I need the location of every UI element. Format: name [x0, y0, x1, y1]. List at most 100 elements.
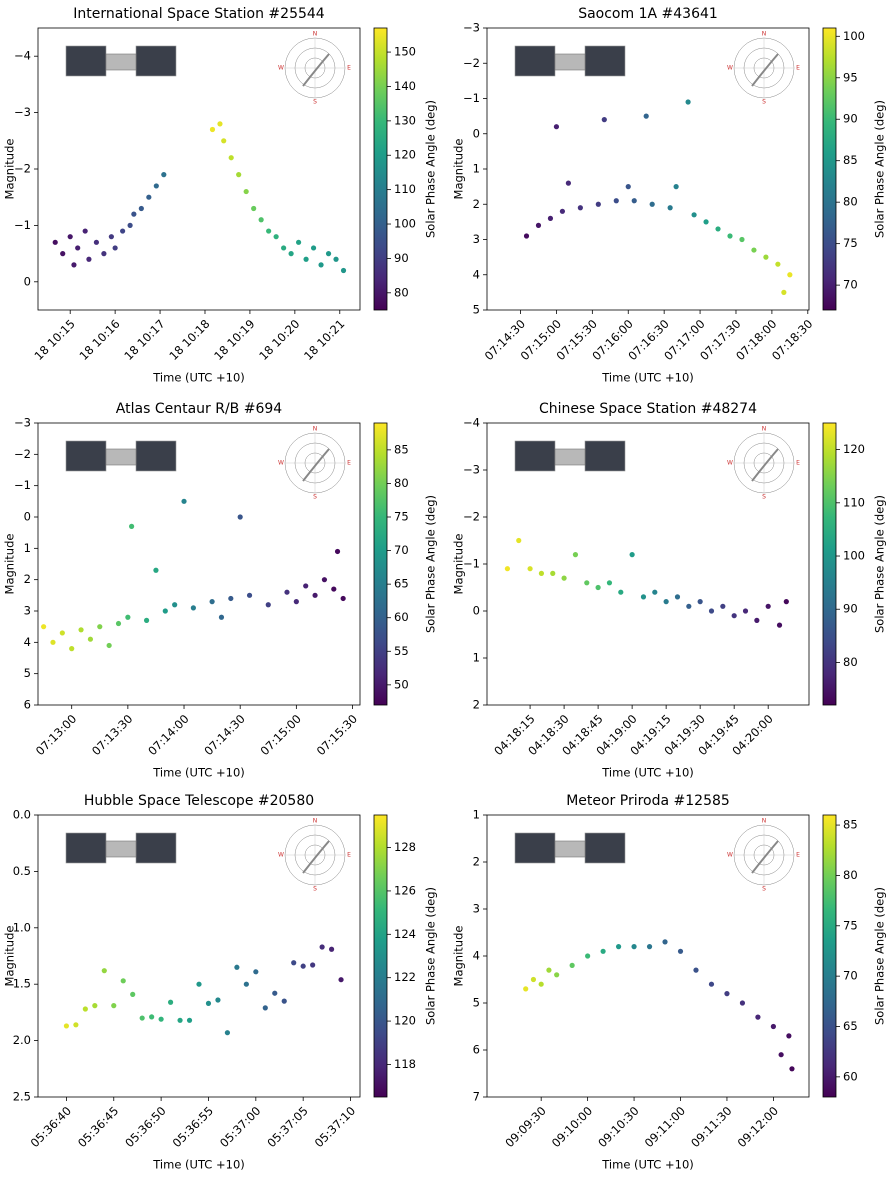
y-tick-label: 1	[24, 541, 31, 555]
data-point	[615, 944, 622, 950]
y-tick-label: −1	[463, 91, 480, 105]
y-tick-label: 1.0	[13, 920, 31, 934]
y-tick-label: 4	[24, 635, 31, 649]
y-tick-label: 6	[24, 698, 31, 712]
chart-title: Atlas Centaur R/B #694	[116, 401, 282, 417]
data-point	[310, 245, 317, 251]
data-point	[78, 627, 84, 633]
colorbar-label: Solar Phase Angle (deg)	[873, 495, 887, 633]
data-point	[221, 138, 227, 144]
data-point	[127, 222, 133, 228]
colorbar-tick-label: 70	[843, 969, 858, 983]
data-point	[775, 261, 781, 267]
data-point	[667, 205, 673, 211]
y-tick-label: −2	[463, 56, 480, 70]
data-point	[265, 602, 271, 608]
colorbar-tick-label: 80	[843, 655, 858, 669]
colorbar-tick-label: 140	[394, 79, 416, 93]
data-point	[237, 514, 243, 520]
compass-label: S	[762, 494, 766, 501]
data-point	[115, 620, 122, 627]
data-point	[554, 972, 560, 978]
data-point	[697, 599, 703, 605]
data-point	[629, 552, 635, 558]
data-point	[129, 523, 135, 530]
data-point	[246, 592, 253, 598]
data-point	[243, 188, 249, 195]
data-point	[776, 622, 783, 628]
data-point	[63, 1023, 70, 1029]
colorbar-tick-label: 75	[843, 236, 858, 250]
x-tick-label: 07:15:30	[314, 712, 360, 758]
data-point	[530, 976, 537, 983]
data-point	[577, 205, 583, 211]
data-point	[303, 256, 309, 262]
data-point	[281, 245, 287, 251]
data-point	[649, 201, 655, 207]
y-tick-label: 7	[473, 1090, 480, 1104]
chart-title: International Space Station #25544	[73, 6, 324, 22]
compass-label: W	[727, 65, 733, 72]
colorbar	[822, 422, 837, 706]
data-point	[334, 548, 341, 555]
y-tick-label: 0	[24, 510, 31, 524]
data-point	[190, 605, 196, 611]
x-tick-label: 07:13:00	[33, 712, 79, 758]
data-point	[139, 1015, 145, 1021]
y-tick-label: 3	[473, 902, 480, 916]
colorbar-tick-label: 110	[843, 495, 865, 509]
colorbar-tick-label: 70	[843, 278, 858, 292]
data-point	[310, 962, 316, 968]
x-tick-label: 09:11:00	[642, 1104, 688, 1150]
data-point	[338, 977, 344, 983]
data-point	[101, 251, 107, 257]
y-axis-label: Magnitude	[452, 534, 466, 595]
compass-label: S	[313, 886, 317, 893]
data-point	[205, 1000, 212, 1006]
data-point	[547, 215, 554, 221]
y-axis-label: Magnitude	[3, 139, 17, 200]
data-point	[125, 614, 131, 620]
data-point	[786, 1033, 792, 1039]
data-point	[146, 194, 152, 200]
sky-plot: N E S W	[278, 426, 351, 501]
panel	[65, 440, 107, 472]
data-point	[82, 228, 88, 234]
y-tick-label: 0	[24, 274, 31, 288]
data-point	[108, 234, 114, 240]
data-point	[228, 595, 234, 602]
data-point	[138, 205, 144, 212]
colorbar-tick-label: 120	[394, 148, 416, 162]
sky-track	[302, 840, 330, 874]
data-point	[162, 608, 168, 614]
data-point	[272, 990, 278, 996]
compass-label: E	[796, 460, 800, 467]
panel	[584, 832, 626, 864]
data-point	[535, 222, 542, 228]
y-tick-label: 6	[473, 1043, 480, 1057]
data-point	[50, 639, 56, 645]
data-point	[523, 986, 529, 992]
compass-label: W	[278, 460, 284, 467]
data-point	[217, 121, 223, 127]
colorbar	[373, 422, 388, 706]
data-point	[288, 251, 294, 257]
y-tick-label: 2.5	[13, 1090, 31, 1104]
x-tick-label: 09:10:30	[595, 1104, 641, 1150]
colorbar-tick-label: 100	[843, 29, 865, 43]
data-point	[218, 614, 225, 620]
data-point	[546, 967, 552, 973]
y-axis-label: Magnitude	[3, 534, 17, 595]
data-point	[538, 981, 544, 987]
data-point	[131, 211, 137, 217]
data-point	[585, 953, 591, 959]
colorbar	[373, 814, 388, 1098]
body	[554, 448, 586, 466]
data-point	[328, 946, 335, 952]
y-tick-label: 1	[473, 651, 480, 665]
sky-plot: N E S W	[727, 426, 800, 501]
data-point	[209, 599, 215, 605]
data-point	[52, 239, 58, 245]
data-point	[538, 570, 545, 577]
y-tick-label: 2	[24, 572, 31, 586]
